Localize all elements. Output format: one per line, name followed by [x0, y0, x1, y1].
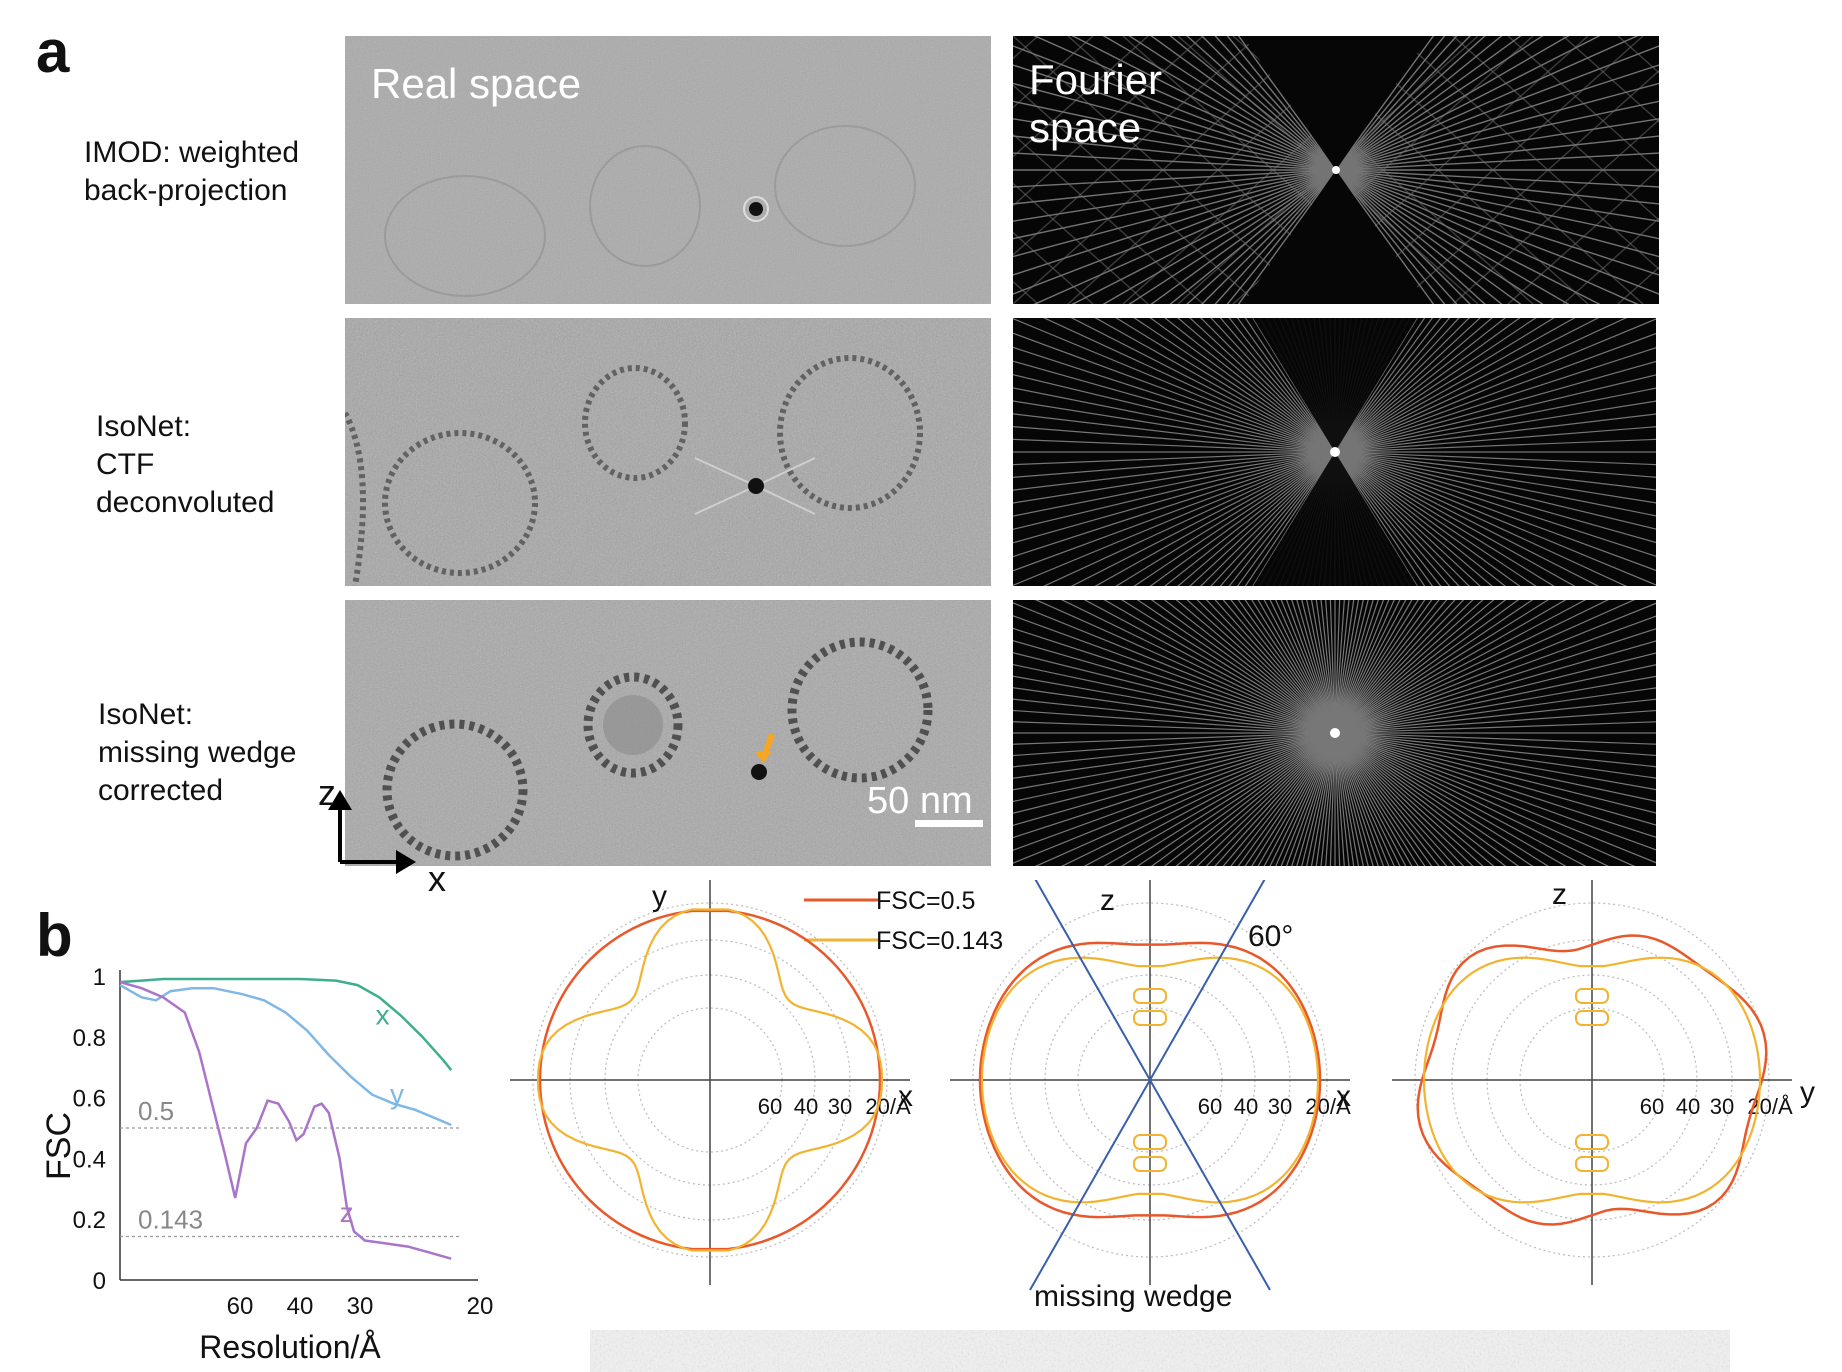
fsc-y-tick-label: 0.8 [73, 1025, 106, 1052]
polar2-label-horizontal: y [1800, 1076, 1815, 1109]
fsc-x-tick-label: 40 [287, 1293, 314, 1320]
fourier-space-header: Fourier space [1029, 56, 1163, 151]
fourier-space-ctf-tile [1013, 318, 1656, 586]
polar1-wedge-label: missing wedge [1034, 1280, 1233, 1313]
fsc-axes [119, 970, 478, 1281]
fsc0143-island [1575, 1156, 1609, 1172]
wedge-line-right [1029, 880, 1266, 1291]
real-space-wedge-tile: 50 nm [345, 600, 991, 866]
polar-tick-label: 60 [1640, 1094, 1664, 1119]
fsc-y-tick-label: 0 [93, 1268, 106, 1295]
fsc-series-label-x: x [376, 1000, 390, 1031]
scale-bar-label: 50 nm [867, 780, 973, 822]
polar2-label-vertical: z [1552, 878, 1567, 911]
fsc0143-island [1575, 1134, 1609, 1150]
reference-label-0: 0.5 [138, 1096, 174, 1126]
fsc-y-tick-label: 0.6 [73, 1086, 106, 1113]
fsc-legend: FSC=0.5 FSC=0.143 [804, 887, 1003, 955]
fsc-series-label-y: y [390, 1079, 404, 1110]
polar0-label-vertical: y [652, 880, 667, 913]
fsc0143-island [1133, 1156, 1167, 1172]
polar1-angle-label: 60° [1248, 920, 1294, 953]
legend-label-fsc0143: FSC=0.143 [876, 927, 1003, 955]
fsc-series-z [119, 980, 452, 1260]
fsc-y-tick-label: 1 [93, 964, 106, 991]
fsc05-contour [538, 909, 882, 1251]
polar1-label-horizontal: x [1336, 1080, 1351, 1113]
fsc-x-axis-label: Resolution/Å [199, 1329, 381, 1365]
fsc0143-island [1575, 988, 1609, 1004]
panel-a-letter: a [36, 18, 70, 85]
real-space-ctf-tile [345, 318, 991, 586]
fsc0143-island [1133, 1010, 1167, 1026]
polar-tick-label: 30 [1710, 1094, 1734, 1119]
fourier-space-wedge-tile [1013, 600, 1656, 866]
polar-plot-xy: 60 40 30 20/Å [510, 880, 911, 1285]
polar-tick-label: 20/Å [1305, 1094, 1351, 1119]
polar-tick-label: 40 [794, 1094, 818, 1119]
fsc0143-island [1133, 1134, 1167, 1150]
fsc-series-label-z: z [340, 1197, 354, 1228]
axis-label-x: x [428, 858, 446, 899]
fsc-x-tick-label: 20 [467, 1293, 494, 1320]
reference-label-1: 0.143 [138, 1205, 203, 1235]
polar-tick-label: 60 [758, 1094, 782, 1119]
fsc-y-tick-label: 0.4 [73, 1146, 106, 1173]
fsc0143-island [1133, 988, 1167, 1004]
fsc-x-tick-label: 60 [227, 1293, 254, 1320]
fourier-space-imod-tile: Fourier space [1013, 36, 1659, 304]
polar-tick-label: 30 [828, 1094, 852, 1119]
polar-tick-label: 40 [1234, 1094, 1258, 1119]
real-space-imod-tile: Real space [345, 36, 991, 304]
polar-tick-label: 60 [1198, 1094, 1222, 1119]
fsc-series-y [119, 984, 452, 1127]
polar-tick-label: 20/Å [865, 1094, 911, 1119]
polar1-label-vertical: z [1100, 884, 1115, 917]
row-label-missing-wedge-corrected: IsoNet: missing wedge corrected [98, 698, 297, 807]
polar0-label-horizontal: x [898, 1080, 913, 1113]
polar-plot-yz: 60 40 30 20/Å [1392, 880, 1793, 1285]
axis-label-z: z [318, 772, 336, 813]
polar-tick-label: 30 [1268, 1094, 1292, 1119]
row-label-ctf-deconvoluted: IsoNet: CTF deconvoluted [96, 410, 275, 519]
decorative-noise-strip [590, 1330, 1730, 1372]
fsc05-contour [978, 941, 1322, 1219]
fsc0143-contour [1422, 956, 1762, 1204]
legend-label-fsc05: FSC=0.5 [876, 887, 975, 915]
fsc-y-axis-label: FSC [40, 1112, 78, 1180]
fsc0143-contour [536, 908, 884, 1252]
panel-b-letter: b [36, 902, 73, 969]
fsc05-contour [1416, 934, 1768, 1226]
zx-axis-indicator [328, 790, 416, 874]
polar-plot-xz: 60 40 30 20/Å [950, 880, 1351, 1291]
fsc0143-island [1575, 1010, 1609, 1026]
fsc-x-tick-label: 30 [347, 1293, 374, 1320]
polar-tick-label: 40 [1676, 1094, 1700, 1119]
real-space-header: Real space [371, 60, 582, 107]
fsc-series-x [119, 977, 453, 1071]
fsc-y-tick-label: 0.2 [73, 1207, 106, 1234]
fsc0143-contour [980, 956, 1320, 1204]
row-label-imod: IMOD: weighted back-projection [84, 136, 300, 207]
fsc-line-chart: 0.5 0.143 1 0.8 0.6 0.4 0.2 0 60 40 30 20 Resolution… [40, 964, 494, 1365]
